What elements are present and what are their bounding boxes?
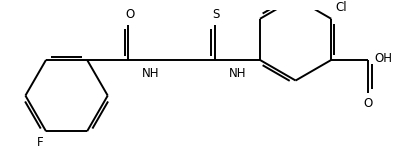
Text: NH: NH <box>229 67 246 80</box>
Text: S: S <box>213 8 220 21</box>
Text: OH: OH <box>374 52 392 65</box>
Text: Cl: Cl <box>336 1 347 14</box>
Text: O: O <box>125 8 135 21</box>
Text: F: F <box>37 136 44 149</box>
Text: O: O <box>364 97 373 110</box>
Text: NH: NH <box>142 67 160 80</box>
